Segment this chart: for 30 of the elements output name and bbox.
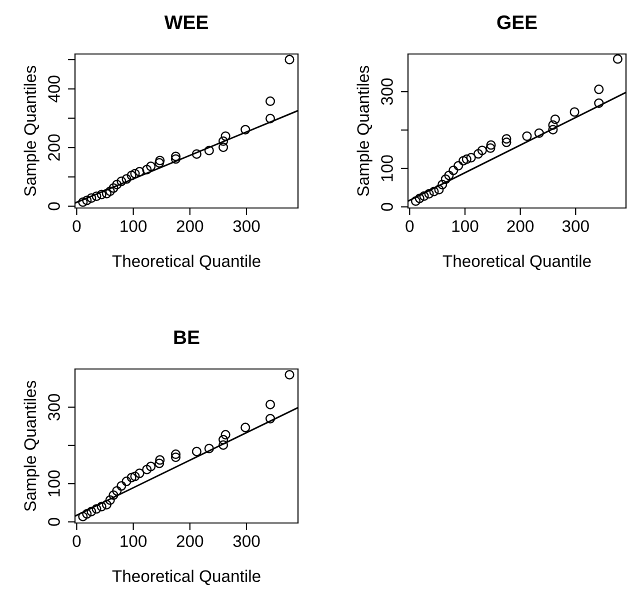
- x-tick-label: 300: [233, 220, 260, 232]
- y-axis-title: Sample Quantiles: [24, 66, 40, 196]
- x-tick-label: 100: [120, 535, 147, 548]
- x-tick-label: 0: [72, 535, 81, 548]
- x-tick-label: 200: [176, 220, 204, 232]
- x-axis-title: Theoretical Quantile: [442, 254, 591, 270]
- y-tick-label: 0: [381, 202, 393, 211]
- y-tick-label: 400: [48, 76, 60, 102]
- x-axis-title: Theoretical Quantile: [112, 254, 260, 270]
- x-tick-label: 300: [233, 535, 260, 548]
- y-tick-label: 100: [48, 470, 60, 496]
- y-tick-label: 0: [48, 202, 60, 210]
- x-tick-label: 300: [562, 220, 589, 232]
- y-tick-label: 300: [381, 78, 393, 105]
- chart-title: BE: [174, 330, 200, 344]
- x-axis-title: Theoretical Quantile: [112, 570, 260, 586]
- y-axis-title: Sample Quantiles: [24, 380, 40, 512]
- chart-title: WEE: [164, 16, 208, 29]
- y-tick-label: 300: [48, 394, 60, 420]
- y-axis-title: Sample Quantiles: [356, 66, 372, 196]
- chart-title: GEE: [497, 15, 537, 30]
- x-tick-label: 100: [452, 220, 478, 232]
- y-tick-label: 0: [48, 518, 60, 526]
- x-tick-label: 200: [507, 220, 534, 232]
- x-tick-label: 0: [72, 220, 81, 232]
- x-tick-label: 200: [176, 535, 204, 548]
- x-tick-label: 0: [406, 220, 414, 232]
- x-tick-label: 100: [120, 220, 147, 232]
- y-tick-label: 100: [381, 155, 393, 182]
- y-tick-label: 200: [48, 134, 60, 161]
